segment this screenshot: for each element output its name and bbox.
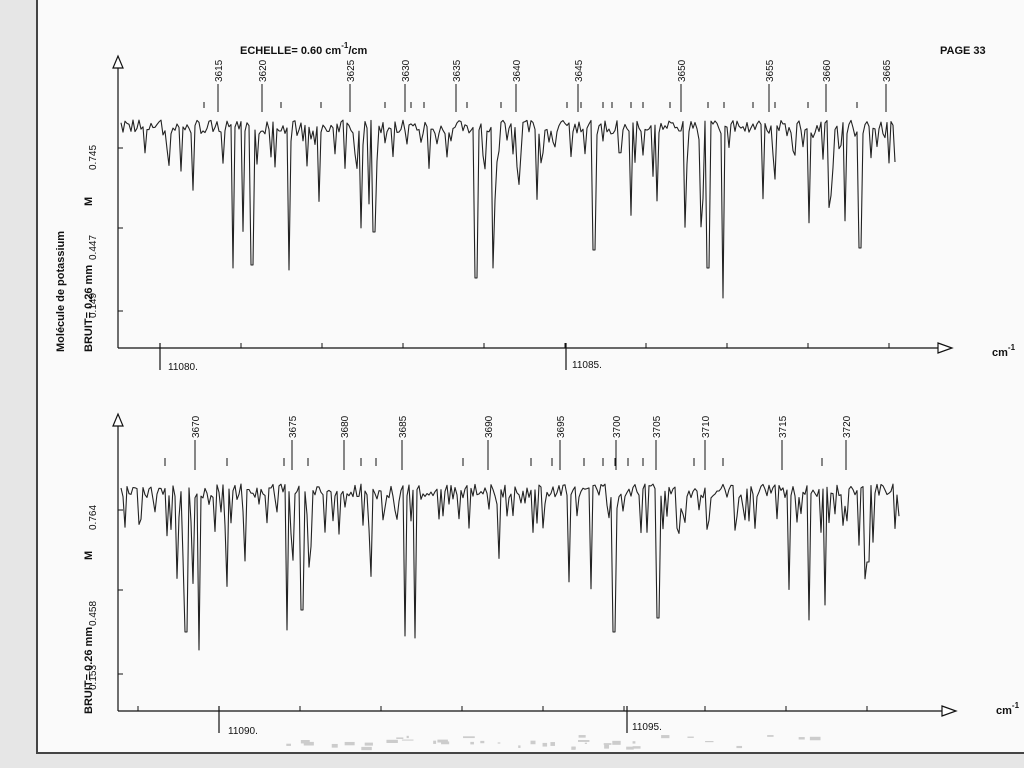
- x-tick-label: 11095.: [632, 722, 662, 733]
- x-unit-label-1: cm-1: [992, 343, 1016, 359]
- molecule-label: Molécule de potassium: [55, 231, 67, 352]
- scan-artifact: [571, 746, 576, 749]
- scan-artifact: [661, 735, 670, 739]
- line-number-label: 3630: [401, 59, 412, 82]
- page-number: PAGE 33: [940, 45, 986, 57]
- x-tick-label: 11085.: [572, 360, 602, 371]
- line-number-label: 3695: [556, 415, 567, 438]
- scan-artifact: [437, 739, 448, 743]
- line-number-label: 3665: [882, 59, 893, 82]
- m-label-2: M: [83, 551, 95, 560]
- line-number-label: 3620: [258, 59, 269, 82]
- spectrum-trace: [120, 119, 896, 299]
- line-number-label: 3640: [512, 59, 523, 82]
- y-tick-label: 0.149: [88, 293, 99, 318]
- scan-artifact: [632, 746, 641, 749]
- x-tick-label: 11090.: [228, 726, 258, 737]
- scan-artifact: [300, 739, 310, 744]
- line-number-label: 3690: [484, 415, 495, 438]
- m-label-1: M: [83, 197, 95, 206]
- x-axis-arrow: [937, 342, 954, 354]
- line-number-label: 3670: [191, 415, 202, 438]
- spectrum-trace: [120, 483, 900, 651]
- x-axis-arrow: [941, 705, 958, 717]
- scan-artifact: [344, 741, 355, 746]
- scan-artifact: [604, 744, 610, 749]
- scan-artifact: [626, 746, 634, 750]
- y-tick-label: 0.447: [88, 235, 99, 260]
- scan-artifact: [577, 740, 590, 742]
- scan-artifact: [809, 736, 821, 741]
- x-tick-label: 11080.: [168, 362, 198, 373]
- scan-artifact: [612, 740, 621, 745]
- scan-artifact: [603, 743, 612, 745]
- scan-artifact: [364, 742, 373, 746]
- scan-artifact: [705, 741, 714, 743]
- line-number-label: 3645: [574, 59, 585, 82]
- y-axis-arrow: [112, 54, 124, 69]
- scan-artifact: [632, 741, 636, 744]
- y-tick-label: 0.458: [88, 601, 99, 626]
- scan-artifact: [463, 736, 475, 739]
- line-number-label: 3675: [288, 415, 299, 438]
- scan-artifact: [798, 737, 805, 740]
- line-number-label: 3615: [214, 59, 225, 82]
- scan-artifact: [480, 740, 485, 744]
- scan-artifact: [542, 742, 548, 747]
- scan-artifact: [497, 742, 501, 744]
- noise-label-2: BRUIT= 0.26 mm: [83, 627, 95, 714]
- scan-artifact: [433, 740, 437, 744]
- scan-artifact: [584, 742, 587, 744]
- scan-artifact: [518, 745, 521, 748]
- scan-artifact: [406, 735, 409, 739]
- line-number-label: 3650: [677, 59, 688, 82]
- scan-artifact: [470, 741, 474, 745]
- scan-artifact: [286, 743, 291, 746]
- x-unit-label-2: cm-1: [996, 701, 1020, 717]
- scan-artifact: [401, 739, 414, 741]
- scan-artifact: [550, 742, 556, 746]
- scan-artifact: [767, 735, 774, 737]
- line-number-label: 3720: [842, 415, 853, 438]
- line-number-label: 3715: [778, 415, 789, 438]
- line-number-label: 3655: [765, 59, 776, 82]
- line-number-label: 3700: [612, 415, 623, 438]
- y-tick-label: 0.153: [88, 665, 99, 690]
- scan-artifact: [361, 746, 372, 751]
- scan-artifact: [331, 743, 338, 748]
- noise-label-1: BRUIT= 0.26 mm: [83, 265, 95, 352]
- scan-artifact: [578, 735, 586, 738]
- line-number-label: 3705: [652, 415, 663, 438]
- line-number-label: 3660: [822, 59, 833, 82]
- scan-artifact: [441, 741, 450, 745]
- scan-artifact: [396, 737, 404, 739]
- scan-artifact: [687, 736, 694, 738]
- line-number-label: 3625: [346, 59, 357, 82]
- y-axis-arrow: [112, 412, 124, 427]
- scan-artifact: [736, 745, 743, 749]
- y-tick-label: 0.745: [88, 145, 99, 170]
- y-tick-label: 0.764: [88, 505, 99, 530]
- line-number-label: 3635: [452, 59, 463, 82]
- scan-artifact: [303, 741, 314, 746]
- line-number-label: 3685: [398, 415, 409, 438]
- line-number-label: 3680: [340, 415, 351, 438]
- scale-label: ECHELLE= 0.60 cm-1/cm: [240, 41, 367, 57]
- scan-artifact: [386, 739, 398, 743]
- line-number-label: 3710: [701, 415, 712, 438]
- scan-artifact: [530, 740, 536, 745]
